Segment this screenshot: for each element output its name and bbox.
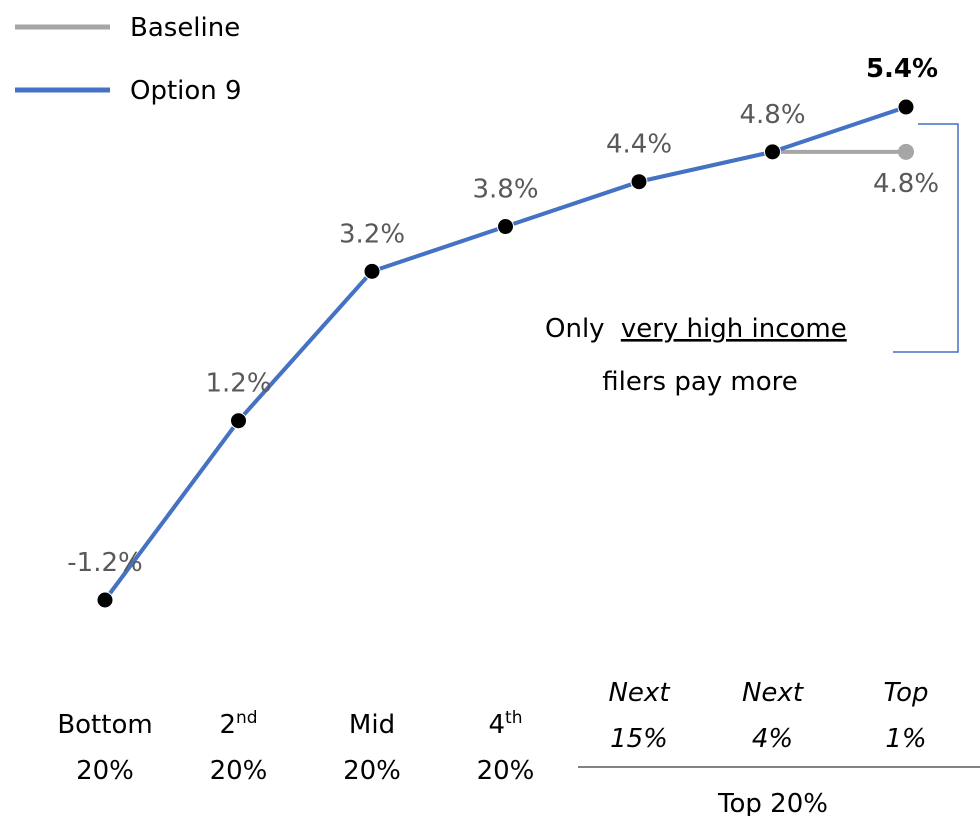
annotation-text: very high income <box>621 314 847 344</box>
point <box>230 412 247 430</box>
data-label: 5.4% <box>866 54 938 84</box>
point <box>898 143 914 160</box>
point <box>497 218 514 236</box>
data-label: 1.2% <box>205 369 271 399</box>
x-tick-label: Bottom 20% <box>57 710 152 786</box>
data-label: 4.4% <box>606 130 672 160</box>
bracket <box>893 123 959 353</box>
x-tick-label: Top 1% <box>883 678 928 754</box>
x-tick-label: 4th 20% <box>477 708 535 786</box>
point <box>630 173 648 191</box>
point <box>897 98 915 116</box>
legend-label: Option 9 <box>130 76 242 106</box>
point <box>764 143 781 161</box>
data-label: 4.8% <box>739 100 805 130</box>
data-label: 3.2% <box>339 219 405 249</box>
group-label: Top 20% <box>717 789 828 816</box>
annotation-text: filers pay more <box>602 367 798 397</box>
x-tick-label: 2nd 20% <box>210 708 268 786</box>
x-tick-label: Next 4% <box>742 678 804 754</box>
legend-label: Baseline <box>130 13 240 43</box>
point <box>363 262 381 280</box>
point <box>96 591 114 609</box>
data-label: 3.8% <box>472 175 538 205</box>
annotation-text: Only <box>545 314 605 344</box>
annotation: Only very high income filers pay more <box>545 314 855 397</box>
x-tick-label: Next 15% <box>608 678 670 754</box>
data-label: 4.8% <box>873 169 939 199</box>
x-tick-label: Mid 20% <box>343 710 401 786</box>
data-label: -1.2% <box>67 548 142 578</box>
